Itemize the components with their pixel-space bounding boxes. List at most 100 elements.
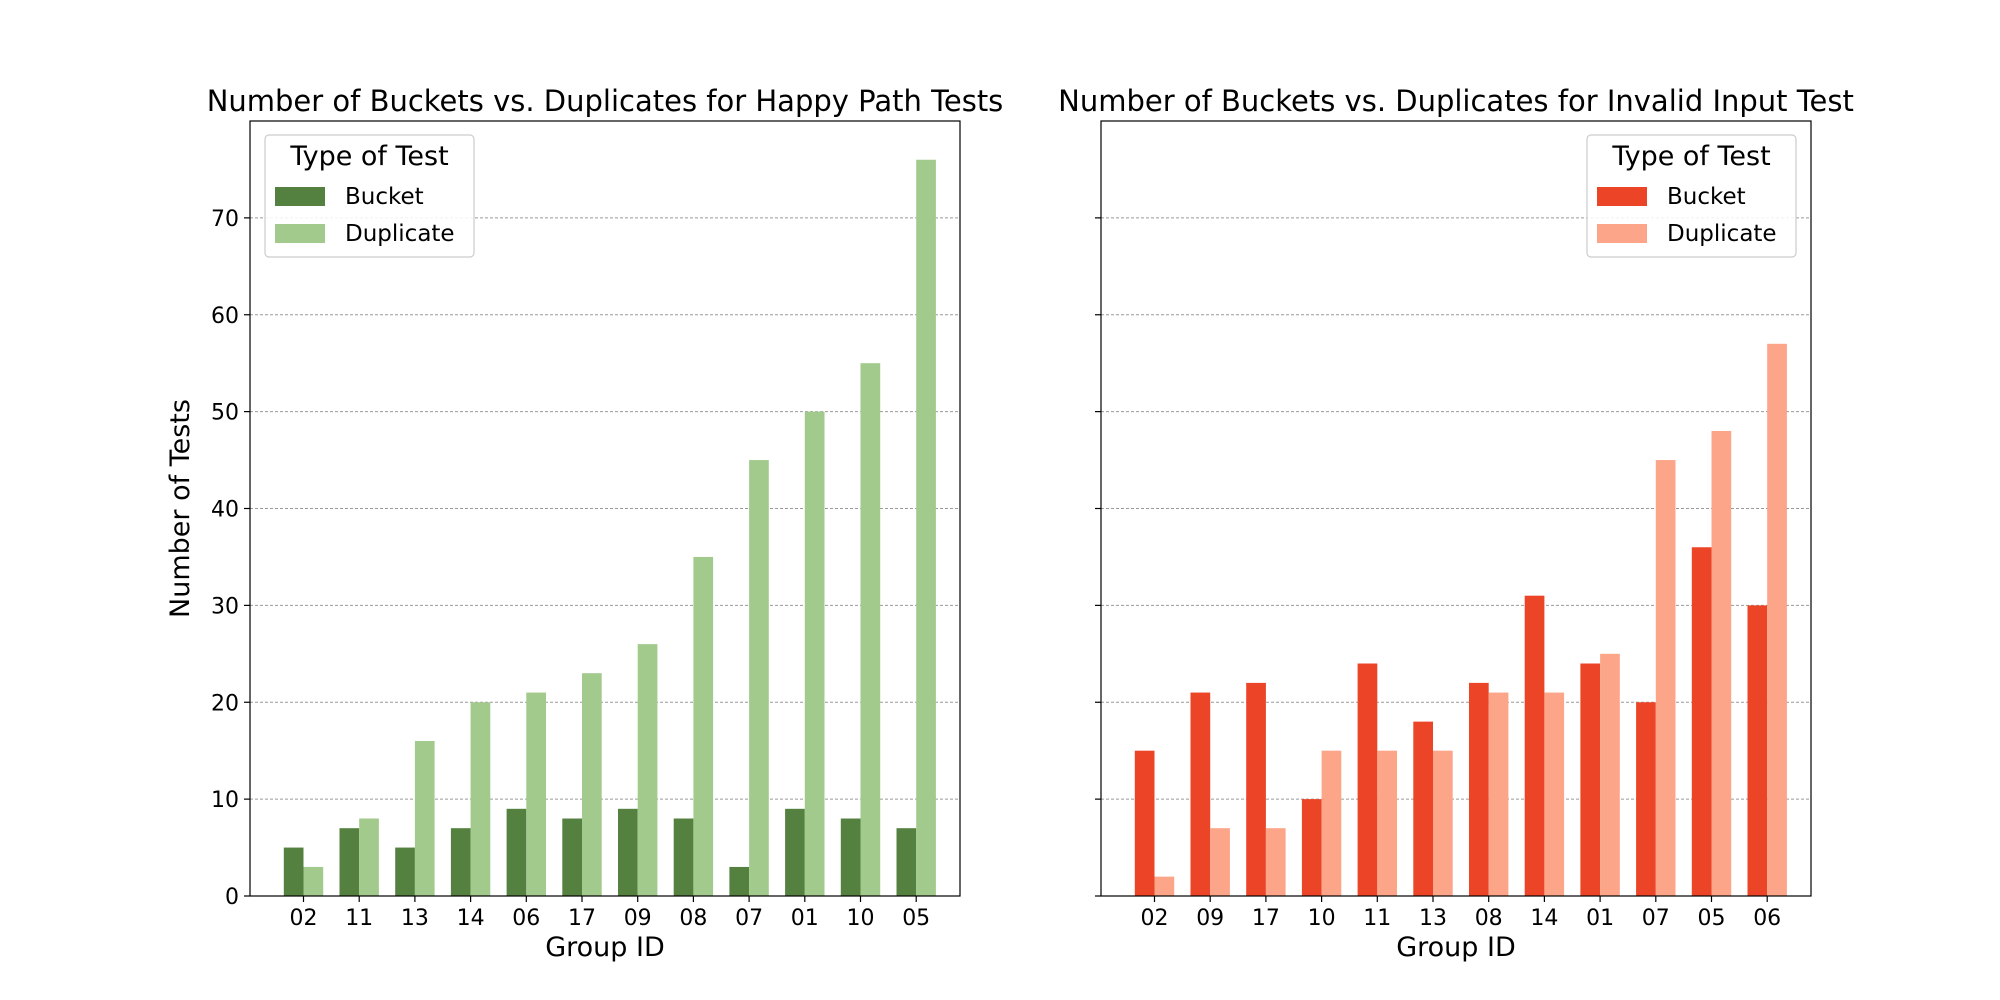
x-axis-label: Group ID — [545, 932, 665, 963]
bar-bucket-13 — [395, 847, 415, 896]
bar-duplicate-05 — [916, 159, 936, 896]
bar-duplicate-02 — [303, 866, 324, 896]
x-tick-label: 07 — [735, 906, 763, 931]
x-tick-label: 08 — [1475, 906, 1503, 931]
legend: Type of Test Bucket Duplicate — [264, 134, 475, 258]
chart-title: Number of Buckets vs. Duplicates for Hap… — [207, 84, 1004, 118]
bar-duplicate-07 — [749, 460, 769, 896]
bar-duplicate-11 — [1377, 750, 1397, 896]
x-tick-label: 05 — [902, 906, 930, 931]
bar-bucket-14 — [1524, 595, 1545, 896]
x-tick-label: 06 — [512, 906, 540, 931]
y-tick-label: 0 — [225, 885, 239, 910]
x-tick-label: 17 — [1252, 906, 1280, 931]
x-tick-label: 09 — [624, 906, 652, 931]
x-tick-label: 02 — [290, 906, 318, 931]
bar-bucket-01 — [785, 808, 805, 896]
x-tick-label: 09 — [1196, 906, 1224, 931]
x-tick-label: 05 — [1698, 906, 1726, 931]
bar-duplicate-05 — [1711, 431, 1732, 896]
bar-bucket-02 — [283, 847, 304, 896]
bar-duplicate-13 — [414, 741, 435, 896]
bar-bucket-02 — [1134, 750, 1155, 896]
legend-swatch-bucket — [275, 187, 325, 206]
x-tick-label: 13 — [401, 906, 429, 931]
bar-bucket-17 — [1246, 682, 1266, 896]
bar-duplicate-09 — [637, 644, 658, 896]
bar-bucket-13 — [1413, 721, 1433, 896]
chart-panel-1: 0 10 20 30 40 50 60 70 02 11 13 14 06 17 09 08 07 01 10 05 G… — [165, 84, 1003, 963]
bar-bucket-10 — [1301, 799, 1322, 896]
bar-duplicate-06 — [526, 692, 546, 896]
bar-duplicate-09 — [1210, 828, 1230, 896]
bar-bucket-10 — [840, 818, 861, 896]
x-tick-label: 14 — [1530, 906, 1558, 931]
bar-duplicate-10 — [860, 363, 881, 896]
bar-duplicate-10 — [1321, 750, 1342, 896]
x-tick-label: 10 — [1308, 906, 1336, 931]
y-axis-label: Number of Tests — [165, 399, 196, 618]
y-tick-label: 70 — [211, 207, 239, 232]
x-tick-label: 07 — [1642, 906, 1670, 931]
y-tick-label: 60 — [211, 304, 239, 329]
legend-label-bucket: Bucket — [345, 184, 424, 210]
bar-bucket-17 — [562, 818, 582, 896]
bar-duplicate-08 — [693, 556, 714, 896]
x-tick-label: 11 — [345, 906, 373, 931]
bar-duplicate-13 — [1433, 750, 1453, 896]
bar-duplicate-08 — [1488, 692, 1509, 896]
bar-bucket-05 — [1691, 547, 1712, 896]
bar-duplicate-01 — [1600, 653, 1620, 896]
legend-title: Type of Test — [1611, 141, 1770, 172]
bar-bucket-09 — [618, 808, 638, 896]
x-tick-label: 02 — [1141, 906, 1169, 931]
x-tick-label: 10 — [847, 906, 875, 931]
bar-bucket-06 — [506, 808, 527, 896]
bar-duplicate-11 — [359, 818, 379, 896]
x-tick-label: 08 — [679, 906, 707, 931]
y-tick-label: 20 — [211, 691, 239, 716]
y-tick-label: 30 — [211, 594, 239, 619]
bar-bucket-11 — [1357, 663, 1378, 896]
legend-label-duplicate: Duplicate — [1667, 221, 1777, 247]
x-tick-label: 11 — [1363, 906, 1391, 931]
chart-panel-2: 02 09 17 10 11 13 08 14 01 07 05 06 Group ID Number o… — [1058, 84, 1854, 963]
x-tick-label: 01 — [791, 906, 819, 931]
bar-duplicate-17 — [1265, 828, 1286, 896]
bar-bucket-08 — [673, 818, 694, 896]
y-tick-label: 50 — [211, 401, 239, 426]
bar-bucket-01 — [1580, 663, 1601, 896]
bar-duplicate-14 — [470, 702, 491, 896]
legend-title: Type of Test — [289, 141, 448, 172]
bar-duplicate-17 — [582, 673, 602, 896]
bar-bucket-14 — [450, 828, 471, 896]
bar-bucket-06 — [1747, 605, 1768, 896]
legend-label-duplicate: Duplicate — [345, 221, 455, 247]
bar-bucket-11 — [339, 828, 360, 896]
bar-bucket-07 — [729, 866, 750, 896]
x-tick-label: 14 — [457, 906, 485, 931]
x-tick-label: 13 — [1419, 906, 1447, 931]
legend: Type of Test Bucket Duplicate — [1586, 134, 1797, 258]
x-tick-label: 17 — [568, 906, 596, 931]
legend-swatch-duplicate — [275, 224, 325, 243]
bar-duplicate-07 — [1655, 460, 1676, 896]
chart-title: Number of Buckets vs. Duplicates for Inv… — [1058, 84, 1854, 118]
x-axis-label: Group ID — [1396, 932, 1516, 963]
bar-duplicate-06 — [1767, 343, 1787, 896]
bar-bucket-09 — [1190, 692, 1211, 896]
bar-duplicate-02 — [1154, 876, 1175, 896]
legend-label-bucket: Bucket — [1667, 184, 1746, 210]
legend-swatch-bucket — [1597, 187, 1647, 206]
x-tick-label: 06 — [1753, 906, 1781, 931]
y-tick-label: 40 — [211, 498, 239, 523]
bar-duplicate-14 — [1544, 692, 1565, 896]
bar-bucket-07 — [1636, 702, 1656, 896]
y-tick-label: 10 — [211, 788, 239, 813]
legend-swatch-duplicate — [1597, 224, 1647, 243]
bar-duplicate-01 — [804, 411, 825, 896]
bar-bucket-08 — [1469, 682, 1489, 896]
x-tick-label: 01 — [1586, 906, 1614, 931]
bar-bucket-05 — [896, 828, 917, 896]
